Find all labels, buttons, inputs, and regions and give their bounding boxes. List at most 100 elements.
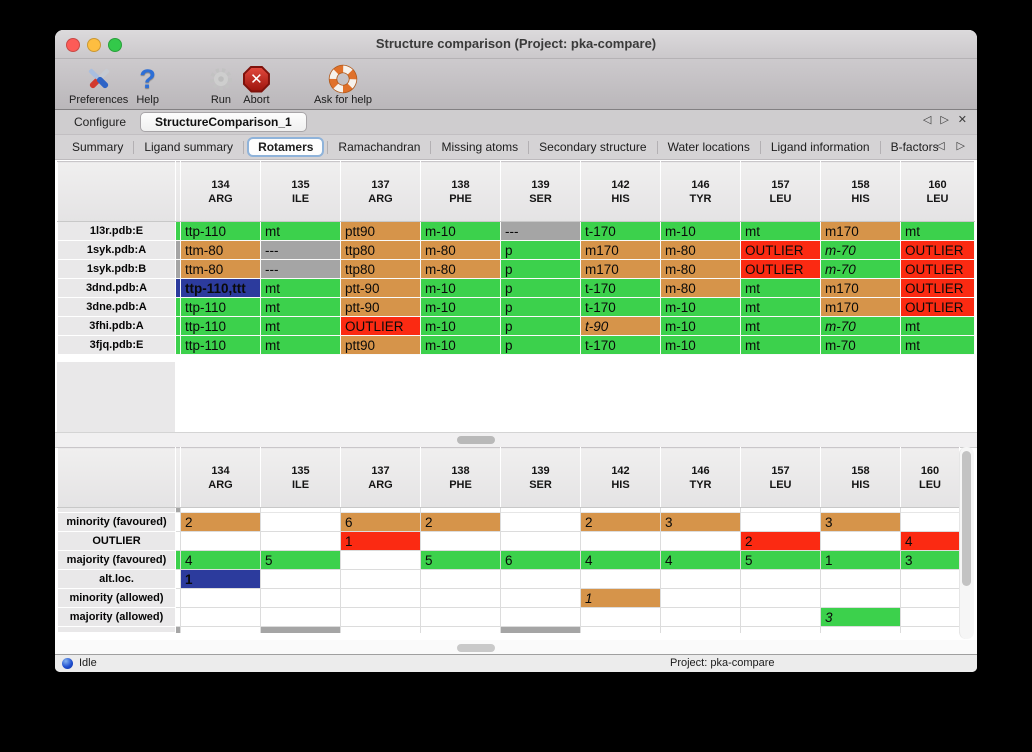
table-cell[interactable]: 4 xyxy=(900,531,960,551)
table-cell[interactable] xyxy=(340,607,421,627)
table-cell[interactable]: mt xyxy=(260,335,341,355)
column-header-146[interactable]: 146 TYR xyxy=(660,447,741,508)
table-cell[interactable] xyxy=(900,569,960,589)
table-cell[interactable]: ptt-90 xyxy=(340,278,421,298)
table-cell[interactable]: m-10 xyxy=(420,297,501,317)
table-cell[interactable]: mt xyxy=(260,221,341,241)
table-cell[interactable]: 3 xyxy=(820,607,901,627)
table-cell[interactable]: --- xyxy=(260,240,341,260)
subtab-summary[interactable]: Summary xyxy=(72,140,124,154)
table-cell[interactable]: m170 xyxy=(820,278,901,298)
table-cell[interactable]: p xyxy=(500,259,581,279)
row-header[interactable]: majority (favoured) xyxy=(57,550,176,570)
table-cell[interactable]: 2 xyxy=(580,512,661,532)
table-cell[interactable] xyxy=(900,588,960,608)
table-cell[interactable] xyxy=(180,588,261,608)
table-cell[interactable] xyxy=(740,607,821,627)
table-cell[interactable] xyxy=(740,569,821,589)
column-header-142[interactable]: 142 HIS xyxy=(580,161,661,222)
table-cell[interactable]: 1 xyxy=(820,550,901,570)
zoom-window-icon[interactable] xyxy=(108,38,122,52)
table-cell[interactable]: 2 xyxy=(180,512,261,532)
subtab-secondary-structure[interactable]: Secondary structure xyxy=(539,140,647,154)
tab-close-icon[interactable]: ✕ xyxy=(957,114,967,126)
column-header-158[interactable]: 158 HIS xyxy=(820,161,901,222)
table-cell[interactable]: OUTLIER xyxy=(740,259,821,279)
column-header-137[interactable]: 137 ARG xyxy=(340,161,421,222)
table-cell[interactable]: 1 xyxy=(340,531,421,551)
scrollbar-thumb[interactable] xyxy=(962,451,971,586)
preferences-button[interactable]: Preferences xyxy=(69,64,128,106)
table-cell[interactable]: m-10 xyxy=(420,316,501,336)
table-cell[interactable] xyxy=(340,550,421,570)
table-cell[interactable] xyxy=(260,569,341,589)
table-cell[interactable]: m-10 xyxy=(420,221,501,241)
column-header-157[interactable]: 157 LEU xyxy=(740,447,821,508)
table-cell[interactable] xyxy=(420,607,501,627)
table-cell[interactable]: m-70 xyxy=(820,240,901,260)
table-cell[interactable] xyxy=(660,569,741,589)
row-header[interactable]: 3fhi.pdb:A xyxy=(57,316,176,336)
table-cell[interactable]: 2 xyxy=(740,531,821,551)
column-header-160[interactable]: 160 LEU xyxy=(900,161,975,222)
table-cell[interactable] xyxy=(420,569,501,589)
subtab-b-factors[interactable]: B-factors xyxy=(890,140,939,154)
table-cell[interactable]: m-70 xyxy=(820,316,901,336)
table-cell[interactable]: m-70 xyxy=(820,335,901,355)
table-cell[interactable] xyxy=(820,588,901,608)
table-cell[interactable]: ttp-110 xyxy=(180,297,261,317)
table-cell[interactable]: 3 xyxy=(900,550,960,570)
table-cell[interactable]: OUTLIER xyxy=(900,297,975,317)
subtab-missing-atoms[interactable]: Missing atoms xyxy=(441,140,519,154)
table-cell[interactable]: 2 xyxy=(420,512,501,532)
table-cell[interactable]: mt xyxy=(740,316,821,336)
table-cell[interactable]: m170 xyxy=(580,240,661,260)
table-cell[interactable]: 6 xyxy=(340,512,421,532)
column-header-138[interactable]: 138 PHE xyxy=(420,161,501,222)
table-cell[interactable]: 1 xyxy=(180,569,261,589)
row-header[interactable]: minority (favoured) xyxy=(57,512,176,532)
minimize-window-icon[interactable] xyxy=(87,38,101,52)
table-cell[interactable]: m-10 xyxy=(660,297,741,317)
table-cell[interactable] xyxy=(900,607,960,627)
tab-prev-icon[interactable]: ◁ xyxy=(922,114,932,126)
table-cell[interactable] xyxy=(580,531,661,551)
table-cell[interactable]: ttp-110 xyxy=(180,221,261,241)
table-cell[interactable]: m-10 xyxy=(660,335,741,355)
column-header-139[interactable]: 139 SER xyxy=(500,161,581,222)
subtab-ligand-summary[interactable]: Ligand summary xyxy=(144,140,234,154)
table-cell[interactable]: p xyxy=(500,297,581,317)
table-cell[interactable]: mt xyxy=(900,335,975,355)
table-cell[interactable] xyxy=(340,588,421,608)
table-cell[interactable]: p xyxy=(500,335,581,355)
table-cell[interactable]: mt xyxy=(260,316,341,336)
tab-configure[interactable]: Configure xyxy=(74,115,127,129)
row-header[interactable]: 1syk.pdb:B xyxy=(57,259,176,279)
table-cell[interactable]: ttp-110 xyxy=(180,316,261,336)
table-cell[interactable]: OUTLIER xyxy=(900,259,975,279)
table-cell[interactable]: mt xyxy=(260,297,341,317)
table-cell[interactable] xyxy=(740,588,821,608)
table-cell[interactable]: m-70 xyxy=(820,259,901,279)
table-cell[interactable]: ttp-110,ttt xyxy=(180,278,261,298)
table-cell[interactable]: ttm-80 xyxy=(180,240,261,260)
column-header-139[interactable]: 139 SER xyxy=(500,447,581,508)
table-cell[interactable]: m-10 xyxy=(420,335,501,355)
table-cell[interactable]: 6 xyxy=(500,550,581,570)
column-header-134[interactable]: 134 ARG xyxy=(180,161,261,222)
table-cell[interactable]: m-10 xyxy=(660,221,741,241)
table-cell[interactable]: p xyxy=(500,278,581,298)
row-header[interactable]: minority (allowed) xyxy=(57,588,176,608)
table-cell[interactable]: ttm-80 xyxy=(180,259,261,279)
help-button[interactable]: ? Help xyxy=(136,64,159,106)
table-cell[interactable]: mt xyxy=(900,316,975,336)
table-cell[interactable]: OUTLIER xyxy=(900,278,975,298)
table-cell[interactable] xyxy=(580,607,661,627)
table-cell[interactable]: ptt-90 xyxy=(340,297,421,317)
table-cell[interactable] xyxy=(180,531,261,551)
row-header[interactable]: 1l3r.pdb:E xyxy=(57,221,176,241)
table-cell[interactable]: OUTLIER xyxy=(740,240,821,260)
row-header[interactable]: alt.loc. xyxy=(57,569,176,589)
table-cell[interactable] xyxy=(740,512,821,532)
table-cell[interactable] xyxy=(820,531,901,551)
